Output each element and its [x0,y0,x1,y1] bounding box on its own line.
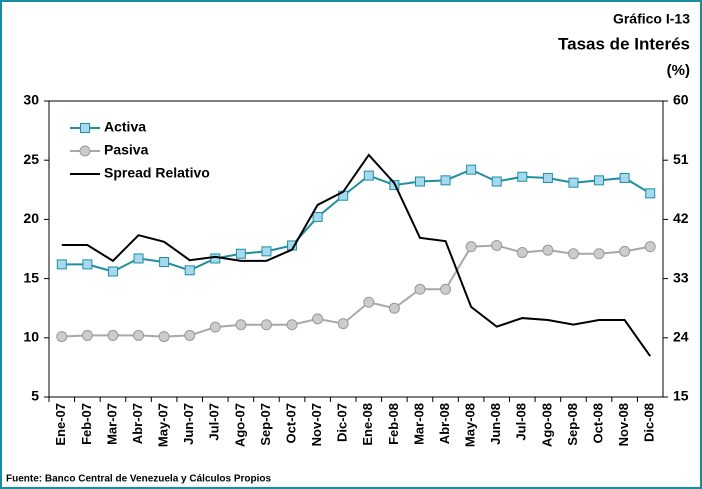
marker [619,245,631,257]
marker [133,253,144,264]
marker [158,331,170,343]
y-tick-label: 20 [23,210,39,226]
series-line [61,153,652,357]
marker [209,321,221,333]
x-tick-label: Oct-08 [590,403,605,443]
marker [159,257,170,268]
marker [210,253,221,264]
legend-marker [80,123,90,133]
marker [414,283,426,295]
x-tick-label: May-08 [463,403,478,447]
x-tick-label: May-07 [156,403,171,447]
y-tick-label: 10 [23,329,39,345]
y2-tick-label: 51 [673,151,689,167]
marker [466,164,477,175]
marker [465,241,477,253]
y2-tick-label: 24 [673,329,689,345]
x-tick-label: Abr-07 [130,403,145,444]
marker [594,175,605,186]
x-tick-label: Sep-08 [565,403,580,446]
marker [56,259,67,270]
marker [363,170,374,181]
marker [619,172,630,183]
marker [388,302,400,314]
x-tick-label: Jun-07 [181,403,196,445]
marker [491,239,503,251]
marker [337,318,349,330]
y-tick-label: 15 [23,269,39,285]
marker [286,319,298,331]
marker [567,248,579,260]
marker [184,265,195,276]
legend-label: Activa [104,119,146,135]
legend-label: Spread Relativo [104,165,210,181]
legend-marker [79,145,91,157]
marker [568,177,579,188]
x-tick-label: Ene-07 [53,403,68,446]
x-tick-label: Ago-08 [539,403,554,447]
x-tick-label: Abr-08 [437,403,452,444]
marker [542,172,553,183]
marker [312,212,323,223]
marker [414,176,425,187]
marker [107,329,119,341]
x-tick-label: Jul-07 [207,403,222,441]
y2-tick-label: 15 [673,388,689,404]
marker [261,246,272,257]
marker [81,329,93,341]
marker [644,241,656,253]
marker [107,266,118,277]
y-tick-label: 25 [23,151,39,167]
x-tick-label: Sep-07 [258,403,273,446]
marker [56,331,68,343]
marker [312,313,324,325]
x-tick-label: Nov-08 [616,403,631,446]
x-tick-label: Mar-07 [104,403,119,445]
marker [542,244,554,256]
x-tick-label: Jun-08 [488,403,503,445]
x-tick-label: Ago-07 [232,403,247,447]
marker [82,259,93,270]
x-tick-label: Dic-07 [335,403,350,442]
marker [235,319,247,331]
x-tick-label: Dic-08 [642,403,657,442]
marker [133,329,145,341]
marker [491,176,502,187]
y2-tick-label: 60 [673,92,689,108]
x-tick-label: Ene-08 [360,403,375,446]
figure-label: Gráfico I-13 [613,11,690,27]
marker [645,188,656,199]
y-tick-label: 5 [31,388,39,404]
unit-label: (%) [667,62,690,79]
x-tick-label: Jul-08 [514,403,529,441]
marker [363,296,375,308]
source: Fuente: Banco Central de Venezuela y Cál… [6,474,272,485]
x-tick-label: Mar-08 [411,403,426,445]
marker [440,175,451,186]
marker [260,319,272,331]
legend-label: Pasiva [104,142,149,158]
x-tick-label: Oct-07 [283,403,298,443]
chart-title: Tasas de Interés [558,34,690,53]
x-tick-label: Feb-07 [79,403,94,445]
marker [517,171,528,182]
marker [516,247,528,259]
y2-tick-label: 33 [673,269,689,285]
x-tick-label: Feb-08 [386,403,401,445]
marker [235,248,246,259]
marker [593,248,605,260]
y2-tick-label: 42 [673,210,689,226]
marker [184,329,196,341]
marker [440,283,452,295]
y-tick-label: 30 [23,92,39,108]
x-tick-label: Nov-07 [309,403,324,446]
